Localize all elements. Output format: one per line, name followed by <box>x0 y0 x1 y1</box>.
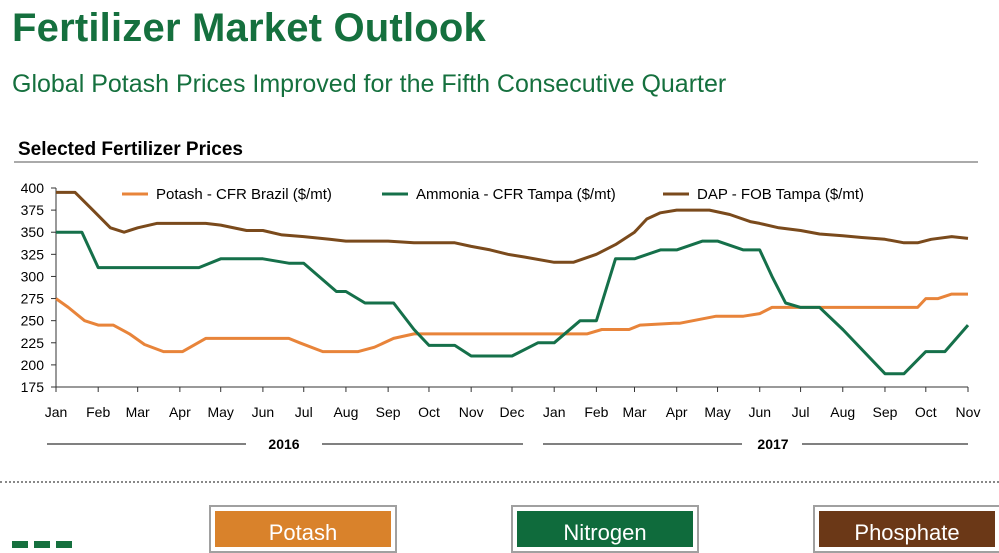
potash-category-box: Potash <box>209 505 397 553</box>
cropped-left-decoration <box>12 538 112 548</box>
legend-label-0: Potash - CFR Brazil ($/mt) <box>156 186 332 203</box>
y-tick-label: 400 <box>21 180 45 196</box>
x-tick-label: Nov <box>459 404 484 420</box>
y-tick-label: 375 <box>21 202 45 218</box>
x-tick-label: Mar <box>622 404 646 420</box>
nitrogen-category-label: Nitrogen <box>517 511 693 547</box>
x-tick-label: Mar <box>126 404 150 420</box>
x-tick-label: Jul <box>295 404 313 420</box>
x-tick-label: Dec <box>500 404 525 420</box>
x-tick-label: Jun <box>252 404 275 420</box>
y-tick-label: 275 <box>21 291 45 307</box>
x-tick-label: May <box>207 404 233 420</box>
x-tick-label: Oct <box>915 404 937 420</box>
series-line-2 <box>56 190 969 264</box>
y-tick-label: 200 <box>21 357 45 373</box>
nitrogen-category-box: Nitrogen <box>511 505 699 553</box>
x-tick-label: Feb <box>86 404 110 420</box>
x-tick-label: Nov <box>956 404 981 420</box>
chart-title: Selected Fertilizer Prices <box>18 139 243 160</box>
x-tick-label: Jun <box>748 404 771 420</box>
phosphate-category-box: Phosphate <box>813 505 999 553</box>
series-line-0 <box>55 292 968 354</box>
x-tick-label: Jan <box>45 404 68 420</box>
x-tick-label: Aug <box>333 404 358 420</box>
y-tick-label: 225 <box>21 335 45 351</box>
x-tick-label: Oct <box>418 404 440 420</box>
series-line-1 <box>56 230 970 376</box>
fertilizer-price-chart: 175 200 225 250 275 300 325 350 375 400 Jan Feb Mar A… <box>14 161 981 452</box>
x-tick-label: Apr <box>666 404 688 420</box>
year-label-2017: 2017 <box>757 436 788 452</box>
x-tick-label: Sep <box>873 404 898 420</box>
phosphate-category-label: Phosphate <box>819 511 995 547</box>
legend-label-1: Ammonia - CFR Tampa ($/mt) <box>416 186 616 203</box>
year-label-2016: 2016 <box>268 436 299 452</box>
x-tick-label: May <box>704 404 730 420</box>
page-title: Fertilizer Market Outlook <box>12 6 486 50</box>
page-subtitle: Global Potash Prices Improved for the Fi… <box>12 70 727 98</box>
x-tick-label: Sep <box>376 404 401 420</box>
y-tick-label: 350 <box>21 224 45 240</box>
x-tick-label: Jul <box>792 404 810 420</box>
x-tick-label: Aug <box>830 404 855 420</box>
y-tick-label: 175 <box>21 379 45 395</box>
y-tick-label: 300 <box>21 268 45 284</box>
x-tick-label: Jan <box>543 404 566 420</box>
x-tick-label: Apr <box>169 404 191 420</box>
y-tick-label: 325 <box>21 246 45 262</box>
legend-label-2: DAP - FOB Tampa ($/mt) <box>697 186 864 203</box>
y-tick-label: 250 <box>21 313 45 329</box>
section-divider <box>0 481 999 483</box>
potash-category-label: Potash <box>215 511 391 547</box>
x-tick-label: Feb <box>584 404 608 420</box>
